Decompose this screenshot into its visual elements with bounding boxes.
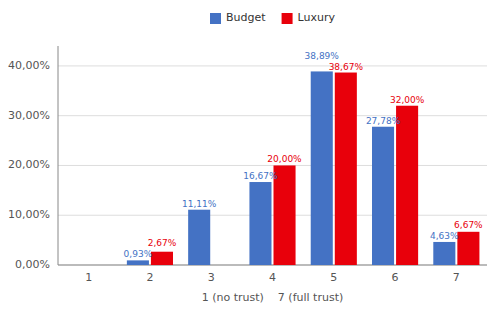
legend: Budget Luxury <box>210 11 335 24</box>
bars <box>127 71 480 265</box>
bar <box>66 265 88 266</box>
bar <box>90 265 112 266</box>
y-tick-label: 20,00% <box>8 158 50 171</box>
legend-label: Budget <box>226 11 266 24</box>
data-label: 38,67% <box>329 62 364 72</box>
x-tick-label: 5 <box>330 271 337 284</box>
bar <box>127 260 149 265</box>
x-axis-label: 1 (no trust) 7 (full trust) <box>202 291 344 304</box>
x-tick-label: 6 <box>392 271 399 284</box>
data-label: 4,63% <box>430 231 459 241</box>
data-label: 2,67% <box>148 238 177 248</box>
data-label: 32,00% <box>390 95 425 105</box>
y-axis-line <box>58 46 59 265</box>
bar <box>249 182 271 265</box>
grid-line <box>58 165 487 166</box>
data-labels: 0,93%2,67% 11,11% 16,67% 20,00% 38,89%38,67%… <box>124 51 484 260</box>
data-label: 38,89% <box>305 51 340 61</box>
data-label: 6,67% <box>454 220 483 230</box>
grid-line <box>58 115 487 116</box>
bar <box>396 106 418 265</box>
data-label: 11,11% <box>182 199 217 209</box>
bar <box>433 242 455 265</box>
bar <box>212 265 234 266</box>
bar <box>457 232 479 265</box>
data-label: 27,78% <box>366 116 401 126</box>
bar <box>151 252 173 265</box>
x-tick-label: 7 <box>453 271 460 284</box>
bar <box>335 73 357 265</box>
x-tick-label: 1 <box>85 271 92 284</box>
y-tick-label: 40,00% <box>8 59 50 72</box>
bar <box>372 127 394 265</box>
y-tick-label: 10,00% <box>8 208 50 221</box>
legend-label: Luxury <box>298 11 336 24</box>
data-label: 0,93% <box>124 249 153 259</box>
x-tick-label: 3 <box>208 271 215 284</box>
y-tick-label: 0,00% <box>15 258 50 271</box>
chart-container: 0,00% 10,00% 20,00% 30,00% 40,00% 0,93%2,67% 1… <box>0 0 501 315</box>
y-tick-label: 30,00% <box>8 109 50 122</box>
x-axis-line <box>58 265 487 266</box>
data-label: 16,67% <box>243 171 278 181</box>
grid-line <box>58 65 487 66</box>
chart-svg: 0,00% 10,00% 20,00% 30,00% 40,00% 0,93%2,67% 1… <box>0 0 501 315</box>
bar <box>188 210 210 265</box>
x-tick-label: 2 <box>146 271 153 284</box>
legend-swatch <box>282 13 293 24</box>
grid-line <box>58 215 487 216</box>
x-tick-label: 4 <box>269 271 276 284</box>
bar <box>311 71 333 265</box>
data-label: 20,00% <box>267 154 302 164</box>
legend-swatch <box>210 13 221 24</box>
grid-line <box>58 265 487 266</box>
grid <box>58 66 487 265</box>
